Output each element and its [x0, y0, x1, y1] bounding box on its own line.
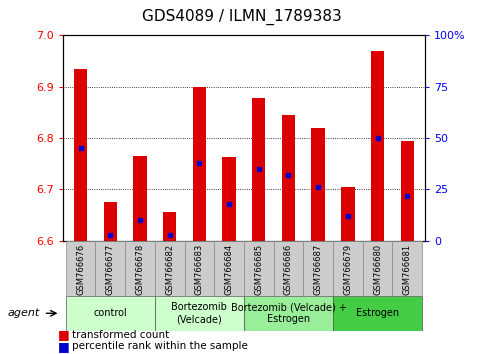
Text: ■: ■ — [58, 340, 70, 353]
Bar — [104, 202, 117, 241]
Bar — [252, 98, 266, 241]
Bar — [363, 241, 392, 296]
Bar — [96, 241, 125, 296]
Bar — [312, 128, 325, 241]
Text: GDS4089 / ILMN_1789383: GDS4089 / ILMN_1789383 — [142, 9, 341, 25]
Bar — [155, 241, 185, 296]
Bar — [244, 241, 273, 296]
Text: GSM766687: GSM766687 — [313, 244, 323, 295]
Bar — [333, 241, 363, 296]
Bar — [371, 51, 384, 241]
Bar — [185, 241, 214, 296]
Bar — [273, 241, 303, 296]
Bar — [133, 156, 147, 241]
Text: GSM766676: GSM766676 — [76, 244, 85, 295]
Bar — [163, 212, 176, 241]
Bar — [155, 296, 244, 331]
Text: percentile rank within the sample: percentile rank within the sample — [72, 341, 248, 351]
Text: transformed count: transformed count — [72, 330, 170, 339]
Bar — [392, 241, 422, 296]
Bar — [341, 187, 355, 241]
Bar — [303, 241, 333, 296]
Text: GSM766678: GSM766678 — [136, 244, 144, 295]
Text: GSM766681: GSM766681 — [403, 244, 412, 295]
Bar — [74, 69, 87, 241]
Text: GSM766679: GSM766679 — [343, 244, 352, 295]
Text: GSM766683: GSM766683 — [195, 244, 204, 295]
Bar — [333, 296, 422, 331]
Text: Estrogen: Estrogen — [356, 308, 399, 318]
Bar — [244, 296, 333, 331]
Bar — [66, 296, 155, 331]
Bar — [400, 141, 414, 241]
Bar — [214, 241, 244, 296]
Text: ■: ■ — [58, 328, 70, 341]
Text: GSM766684: GSM766684 — [225, 244, 234, 295]
Text: GSM766682: GSM766682 — [165, 244, 174, 295]
Bar — [222, 157, 236, 241]
Text: GSM766680: GSM766680 — [373, 244, 382, 295]
Bar — [66, 241, 96, 296]
Text: GSM766677: GSM766677 — [106, 244, 115, 295]
Text: control: control — [93, 308, 127, 318]
Text: agent: agent — [7, 308, 40, 318]
Bar — [193, 87, 206, 241]
Text: GSM766685: GSM766685 — [254, 244, 263, 295]
Bar — [125, 241, 155, 296]
Bar — [282, 115, 295, 241]
Text: Bortezomib
(Velcade): Bortezomib (Velcade) — [171, 302, 227, 324]
Text: GSM766686: GSM766686 — [284, 244, 293, 295]
Text: Bortezomib (Velcade) +
Estrogen: Bortezomib (Velcade) + Estrogen — [230, 302, 346, 324]
